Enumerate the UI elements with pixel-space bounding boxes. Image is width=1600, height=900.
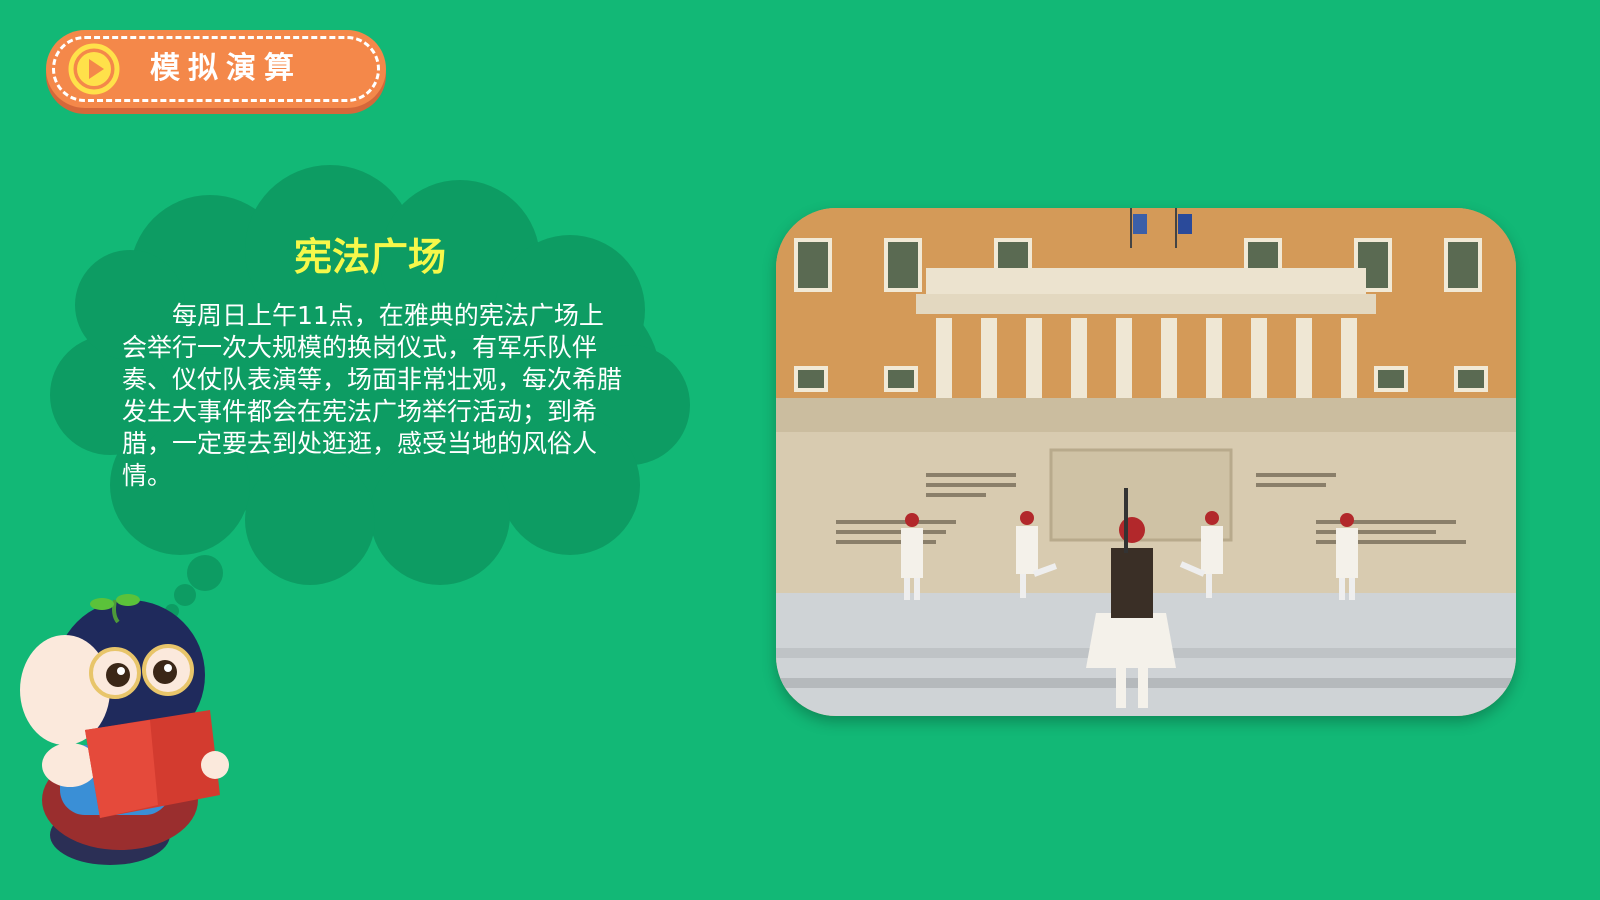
section-title: 模拟演算 [150, 51, 302, 86]
thought-cloud [50, 165, 690, 585]
play-icon[interactable] [68, 43, 120, 95]
cloud-title: 宪法广场 [293, 235, 446, 279]
section-header-pill: 模拟演算 [46, 30, 386, 108]
mascot-character [20, 594, 229, 865]
syntagma-square-photo [776, 208, 1516, 716]
cloud-body-text: 每周日上午11点，在雅典的宪法广场上会举行一次大规模的换岗仪式，有军乐队伴奏、仪… [122, 301, 623, 490]
pill-dashed-border [52, 36, 380, 102]
thought-bubbles [165, 555, 223, 618]
